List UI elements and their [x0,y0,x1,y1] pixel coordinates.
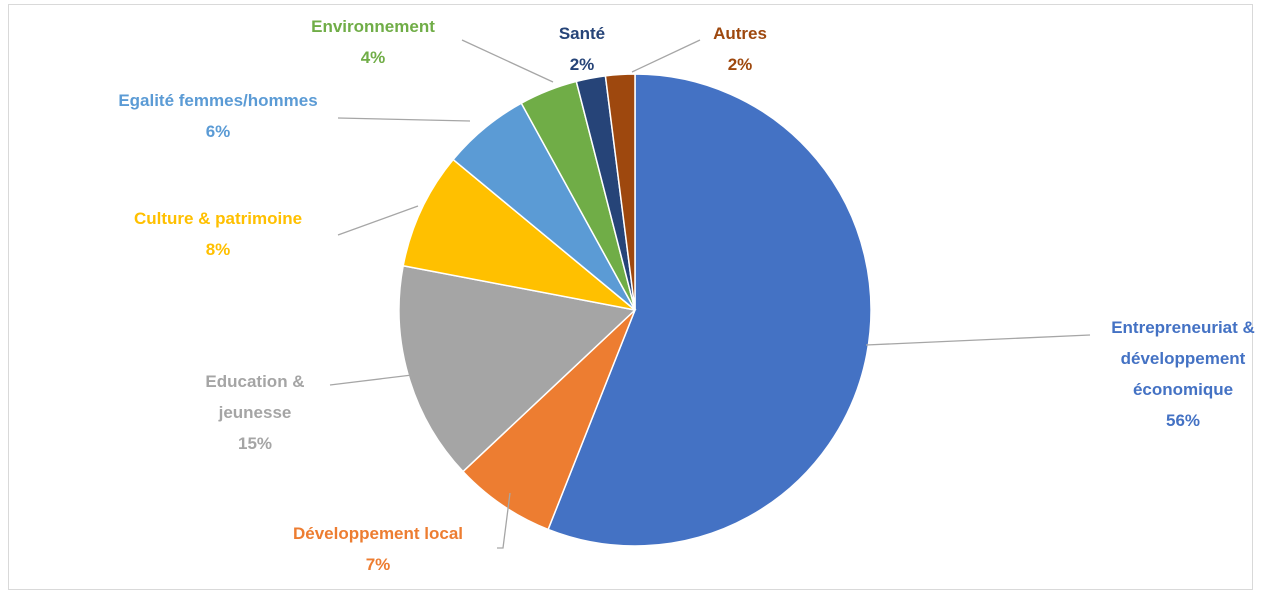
slice-value-label: 2% [569,55,595,74]
slice-value-label: 15% [237,434,273,453]
slice-label: Culture & patrimoine [133,209,303,228]
leader-line [337,205,419,236]
slice-value-label: 6% [205,122,231,141]
slice-label: Développement local [292,524,464,543]
leader-line [497,492,511,549]
slice-value-label: 2% [727,55,753,74]
chart-frame [8,4,1253,590]
slice-value-label: 8% [205,240,231,259]
slice-value-label: 56% [1165,411,1201,430]
pie-slice [402,158,636,311]
slice-label: Egalité femmes/hommes [118,91,318,110]
leader-line [461,39,554,83]
pie-slice [547,73,872,547]
pie-slice [604,73,636,311]
slice-value-label: 7% [365,555,391,574]
leader-line [631,39,701,73]
leader-line [337,117,471,122]
slice-label: Education & jeunesse [205,372,305,422]
slice-value-label: 4% [360,48,386,67]
slice-label: Entrepreneuriat & développement économiq… [1111,318,1255,399]
pie-slice [461,309,636,531]
slice-label: Environnement [311,17,435,36]
leader-line [329,374,413,386]
leader-line [865,334,1091,346]
slice-label: Autres [713,24,767,43]
slice-label: Santé [558,24,606,43]
